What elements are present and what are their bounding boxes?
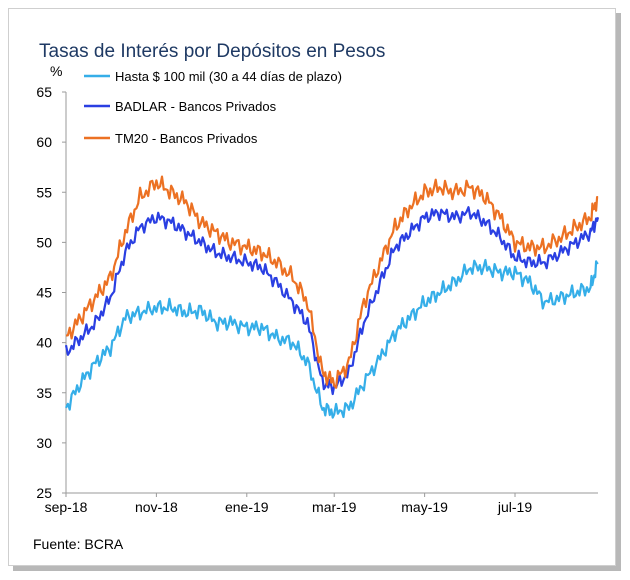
legend: Hasta $ 100 mil (30 a 44 días de plazo) B… [84, 69, 342, 146]
source-note: Fuente: BCRA [33, 536, 124, 552]
y-tick-label: 30 [36, 435, 52, 451]
chart-title: Tasas de Interés por Depósitos en Pesos [39, 41, 386, 62]
y-tick-label: 60 [36, 134, 52, 150]
y-tick-label: 40 [36, 335, 52, 351]
x-tick-label: jul-19 [497, 499, 532, 515]
legend-label: BADLAR - Bancos Privados [115, 99, 277, 114]
chart-frame: Tasas de Interés por Depósitos en Pesos … [8, 8, 616, 566]
y-tick-label: 50 [36, 234, 52, 250]
x-tick-label: nov-18 [135, 499, 178, 515]
series-layer [64, 175, 600, 419]
y-axis-unit-label: % [50, 63, 62, 79]
series-line [65, 175, 599, 389]
series-line [65, 258, 599, 419]
y-tick-label: 65 [36, 84, 52, 100]
x-tick-label: mar-19 [312, 499, 357, 515]
y-tick-label: 55 [36, 184, 52, 200]
legend-label: TM20 - Bancos Privados [115, 131, 258, 146]
y-tick-label: 25 [36, 485, 52, 501]
series-line [64, 206, 600, 396]
x-tick-label: ene-19 [225, 499, 269, 515]
legend-label: Hasta $ 100 mil (30 a 44 días de plazo) [115, 69, 342, 84]
y-tick-label: 45 [36, 285, 52, 301]
y-tick-label: 35 [36, 385, 52, 401]
x-tick-label: may-19 [401, 499, 448, 515]
axes: 25 30 35 40 45 50 55 60 65 sep-18 nov-18 ene-19 mar-… [36, 84, 598, 515]
x-tick-label: sep-18 [45, 499, 88, 515]
